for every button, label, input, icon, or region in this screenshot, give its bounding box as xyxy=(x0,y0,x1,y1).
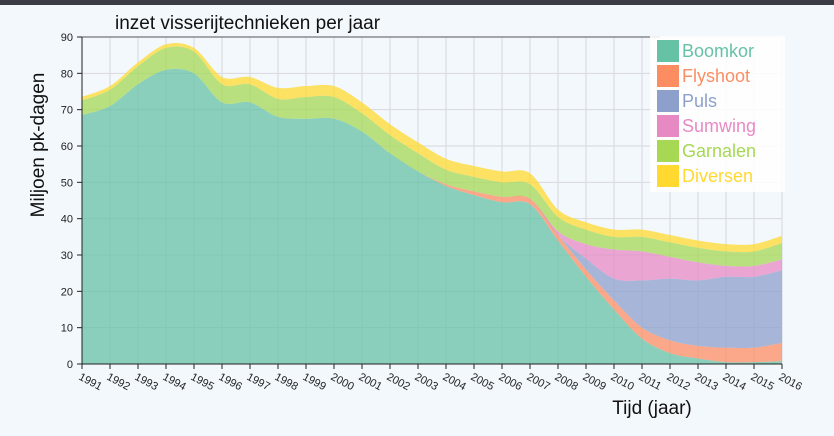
y-tick-label: 70 xyxy=(61,105,73,117)
x-tick-label: 2010 xyxy=(609,371,636,393)
x-tick-label: 2006 xyxy=(497,371,524,393)
x-tick-label: 1994 xyxy=(161,371,188,393)
x-tick-label: 2016 xyxy=(777,371,804,393)
x-tick-label: 1998 xyxy=(273,371,300,393)
x-tick-label: 2012 xyxy=(665,371,692,393)
legend-label-garnalen: Garnalen xyxy=(682,141,756,161)
legend-label-sumwing: Sumwing xyxy=(682,116,756,136)
x-tick-label: 2007 xyxy=(525,371,552,393)
x-axis-label: Tijd (jaar) xyxy=(612,398,692,419)
y-tick-label: 0 xyxy=(67,359,73,371)
legend-label-boomkor: Boomkor xyxy=(682,41,754,61)
y-tick-label: 20 xyxy=(61,286,73,298)
x-tick-label: 2015 xyxy=(749,371,776,393)
x-tick-label: 2014 xyxy=(721,371,748,393)
legend-swatch-garnalen xyxy=(657,140,679,162)
chart-title: inzet visserijtechnieken per jaar xyxy=(115,13,381,34)
y-tick-label: 60 xyxy=(61,141,73,153)
legend-label-puls: Puls xyxy=(682,91,717,111)
x-tick-label: 2008 xyxy=(553,371,580,393)
legend: Boomkor Flyshoot Puls Sumwing Garnalen Divers… xyxy=(650,36,785,192)
series-areas xyxy=(82,43,782,364)
x-tick-label: 2001 xyxy=(357,371,384,393)
y-tick-label: 80 xyxy=(61,68,73,80)
legend-swatch-diversen xyxy=(657,165,679,187)
y-tick-label: 40 xyxy=(61,214,73,226)
area-boomkor xyxy=(82,68,782,364)
y-tick-label: 90 xyxy=(61,32,73,44)
x-tick-label: 2002 xyxy=(385,371,412,393)
legend-label-flyshoot: Flyshoot xyxy=(682,66,750,86)
x-tick-label: 1995 xyxy=(189,371,216,393)
legend-swatch-boomkor xyxy=(657,40,679,62)
legend-swatch-sumwing xyxy=(657,115,679,137)
x-tick-label: 1996 xyxy=(217,371,244,393)
y-tick-label: 50 xyxy=(61,177,73,189)
legend-swatch-puls xyxy=(657,90,679,112)
x-tick-label: 2005 xyxy=(469,371,496,393)
area-garnalen xyxy=(82,46,782,267)
x-tick-label: 1991 xyxy=(77,371,104,393)
x-tick-label: 1993 xyxy=(133,371,160,393)
y-tick-label: 30 xyxy=(61,250,73,262)
x-tick-label: 1992 xyxy=(105,371,132,393)
y-tick-label: 10 xyxy=(61,323,73,335)
y-axis-label: Miljoen pk-dagen xyxy=(28,73,49,218)
x-tick-label: 1999 xyxy=(301,371,328,393)
x-tick-label: 2011 xyxy=(637,371,664,393)
legend-swatch-flyshoot xyxy=(657,65,679,87)
x-tick-label: 2000 xyxy=(329,371,356,393)
area-puls xyxy=(82,68,782,349)
legend-label-diversen: Diversen xyxy=(682,166,753,186)
x-tick-label: 2013 xyxy=(693,371,720,393)
x-tick-label: 2003 xyxy=(413,371,440,393)
x-tick-label: 2009 xyxy=(581,371,608,393)
x-tick-label: 2004 xyxy=(441,371,468,393)
top-bar xyxy=(0,0,834,5)
x-tick-label: 1997 xyxy=(245,371,272,393)
